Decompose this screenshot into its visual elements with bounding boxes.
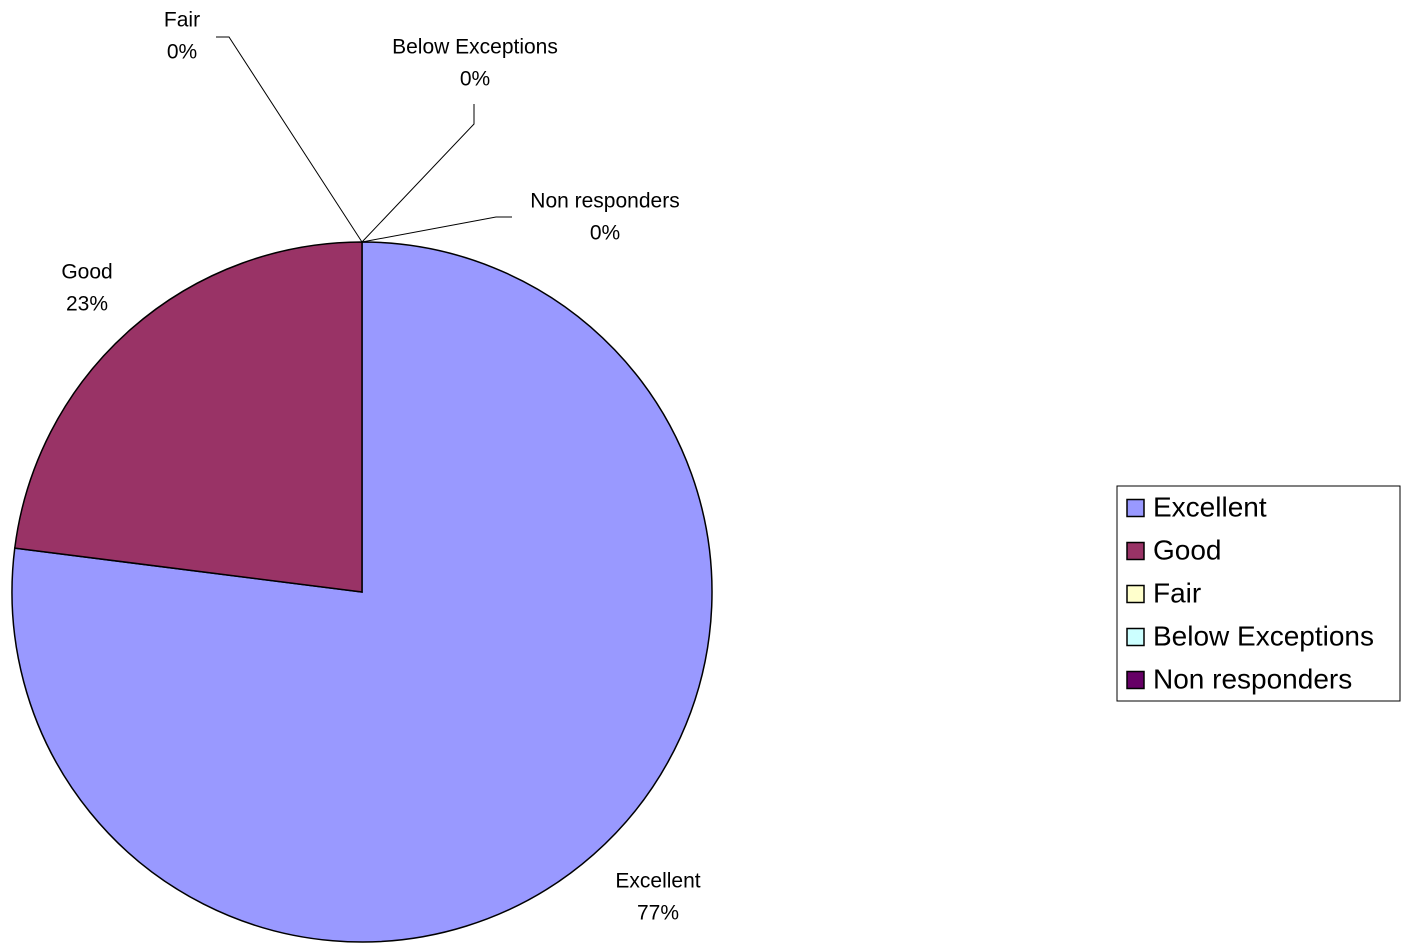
pie-slice-good [13, 241, 363, 593]
legend-label: Good [1153, 534, 1222, 565]
legend-entry-good: Good [1126, 534, 1222, 565]
data-label-name: Non responders [530, 190, 679, 213]
legend: Excellent Good Fair Below Exceptions Non res… [1116, 485, 1401, 702]
data-label-percent: 77% [637, 902, 679, 925]
legend-swatch [1126, 541, 1145, 561]
data-label-name: Below Exceptions [392, 36, 558, 59]
leader-line-fair [216, 36, 363, 243]
data-label-percent: 0% [167, 41, 197, 64]
legend-label: Non responders [1153, 663, 1352, 694]
legend-swatch [1126, 627, 1145, 647]
legend-swatch [1126, 584, 1145, 604]
legend-entry-fair: Fair [1126, 577, 1201, 608]
legend-label: Below Exceptions [1153, 620, 1374, 651]
data-label-percent: 23% [66, 293, 108, 316]
data-label-name: Excellent [615, 870, 700, 893]
legend-entry-below-exceptions: Below Exceptions [1126, 620, 1374, 651]
data-label-below-exceptions: Below Exceptions 0% [392, 36, 558, 91]
legend-swatch [1126, 498, 1145, 518]
legend-entry-excellent: Excellent [1126, 491, 1267, 522]
legend-label: Excellent [1153, 491, 1267, 522]
data-label-fair: Fair 0% [164, 9, 200, 64]
data-label-good: Good 23% [61, 261, 112, 316]
leader-line-below-exceptions [361, 104, 475, 243]
leader-lines-layer [216, 36, 512, 243]
slices-layer [11, 241, 713, 943]
data-label-percent: 0% [460, 68, 490, 91]
data-label-name: Fair [164, 9, 200, 32]
data-label-excellent: Excellent 77% [615, 870, 700, 925]
pie-slice-excellent [11, 241, 713, 943]
legend-label: Fair [1153, 577, 1201, 608]
data-label-name: Good [61, 261, 112, 284]
legend-entry-non-responders: Non responders [1126, 663, 1352, 694]
legend-swatch [1126, 670, 1145, 690]
data-label-non-responders: Non responders 0% [530, 190, 679, 245]
data-label-percent: 0% [590, 222, 620, 245]
legend-frame [1116, 485, 1401, 702]
leader-line-non-responders [361, 216, 512, 243]
